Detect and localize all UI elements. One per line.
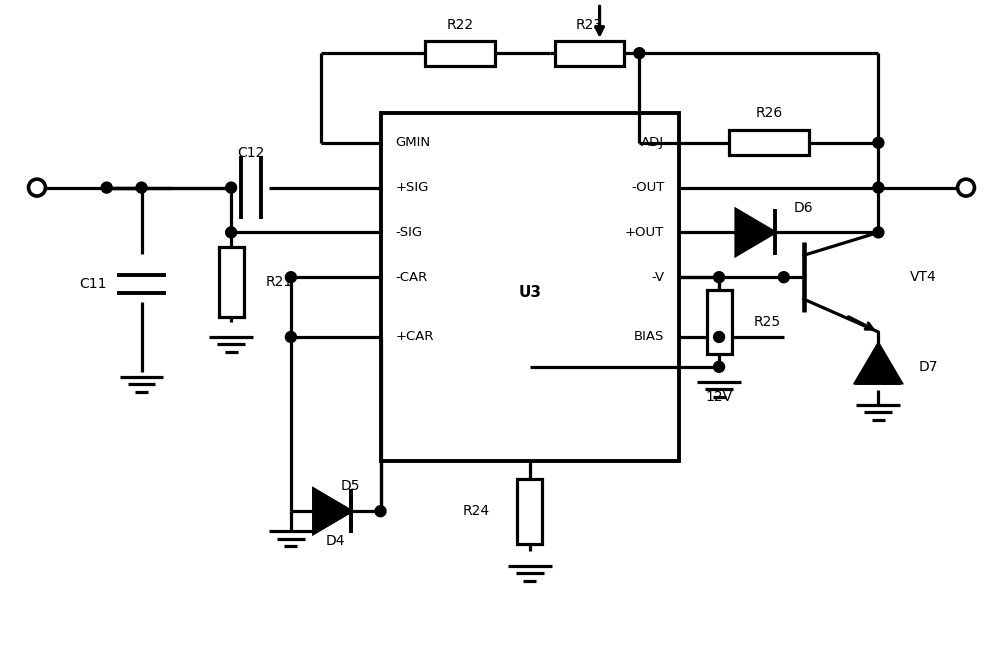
Text: D4: D4 [326,534,345,548]
Circle shape [101,182,112,193]
Text: R23: R23 [576,18,603,33]
Text: C12: C12 [237,146,265,160]
Text: ADJ: ADJ [641,136,664,149]
Circle shape [873,182,884,193]
Circle shape [714,272,725,283]
Bar [219,247,244,317]
Bar [555,40,624,66]
Circle shape [778,272,789,283]
Text: 12V: 12V [706,390,733,404]
Polygon shape [314,489,351,533]
Text: -OUT: -OUT [631,181,664,194]
Circle shape [285,331,296,342]
Circle shape [136,182,147,193]
Text: R25: R25 [754,315,781,329]
Circle shape [375,506,386,516]
Text: -V: -V [651,271,664,284]
Text: R22: R22 [447,18,474,33]
Circle shape [873,138,884,148]
Bar [425,40,495,66]
Circle shape [226,182,237,193]
Circle shape [285,272,296,283]
Polygon shape [855,344,901,383]
Text: +OUT: +OUT [625,226,664,239]
Circle shape [714,331,725,342]
Text: D5: D5 [341,479,360,494]
Bar [707,289,732,355]
Circle shape [714,361,725,372]
Circle shape [226,227,237,238]
Circle shape [634,48,645,59]
Text: U3: U3 [518,285,541,300]
Text: -CAR: -CAR [395,271,428,284]
Text: C11: C11 [79,277,107,291]
Circle shape [873,227,884,238]
Polygon shape [314,489,351,533]
Bar [517,479,542,544]
Text: BIAS: BIAS [634,331,664,344]
Text: +SIG: +SIG [395,181,429,194]
Text: VT4: VT4 [910,270,937,284]
Text: -SIG: -SIG [395,226,423,239]
Text: D7: D7 [918,360,938,374]
Bar [381,113,679,462]
Text: GMIN: GMIN [395,136,431,149]
Text: D6: D6 [794,201,814,215]
Text: R24: R24 [463,504,490,518]
Polygon shape [736,209,775,256]
Text: R26: R26 [755,106,782,120]
Text: R21: R21 [266,275,293,289]
Bar [729,130,809,155]
Text: +CAR: +CAR [395,331,434,344]
